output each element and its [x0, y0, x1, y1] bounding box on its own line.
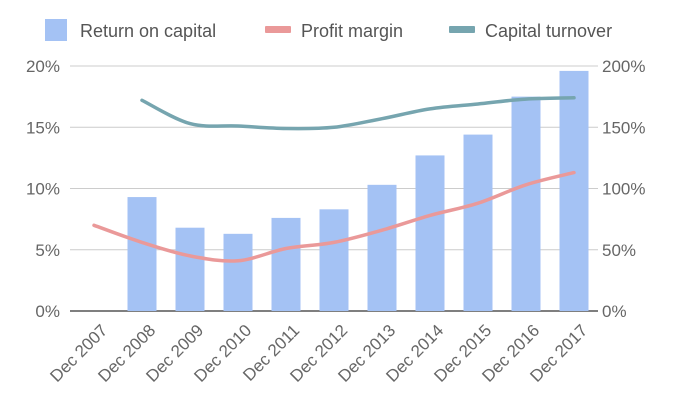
y-right-tick-label: 150% — [602, 118, 645, 137]
bar — [319, 209, 349, 311]
y-right-tick-label: 100% — [602, 180, 645, 199]
bar — [223, 233, 253, 311]
capital-turnover-line — [140, 96, 576, 131]
bar — [175, 227, 205, 311]
bar — [367, 184, 397, 311]
legend-swatch-profit-margin — [265, 26, 291, 33]
bar — [463, 134, 493, 311]
y-left-tick-label: 15% — [26, 118, 60, 137]
bar — [415, 155, 445, 311]
y-left-tick-label: 5% — [35, 241, 60, 260]
y-right-tick-label: 50% — [602, 241, 636, 260]
bar — [559, 70, 589, 312]
y-left-tick-label: 20% — [26, 57, 60, 76]
y-left-tick-label: 10% — [26, 180, 60, 199]
bar — [127, 197, 157, 311]
y-right-tick-label: 200% — [602, 57, 645, 76]
bar — [271, 217, 301, 311]
legend-label-profit-margin: Profit margin — [301, 21, 403, 41]
line-series — [92, 96, 576, 263]
y-axis-left: 0% 5% 10% 15% 20% — [26, 57, 60, 321]
legend-swatch-capital-turnover — [449, 26, 475, 33]
legend-label-capital-turnover: Capital turnover — [485, 21, 612, 41]
legend-label-return-on-capital: Return on capital — [80, 21, 216, 41]
bar-series — [127, 70, 589, 312]
bar — [511, 96, 541, 311]
y-right-tick-label: 0% — [602, 302, 627, 321]
profit-margin-line — [92, 170, 576, 263]
legend-swatch-return-on-capital — [45, 19, 67, 41]
y-axis-right: 0% 50% 100% 150% 200% — [602, 57, 645, 321]
y-left-tick-label: 0% — [35, 302, 60, 321]
chart-legend: Return on capital Profit margin Capital tu… — [45, 19, 612, 41]
